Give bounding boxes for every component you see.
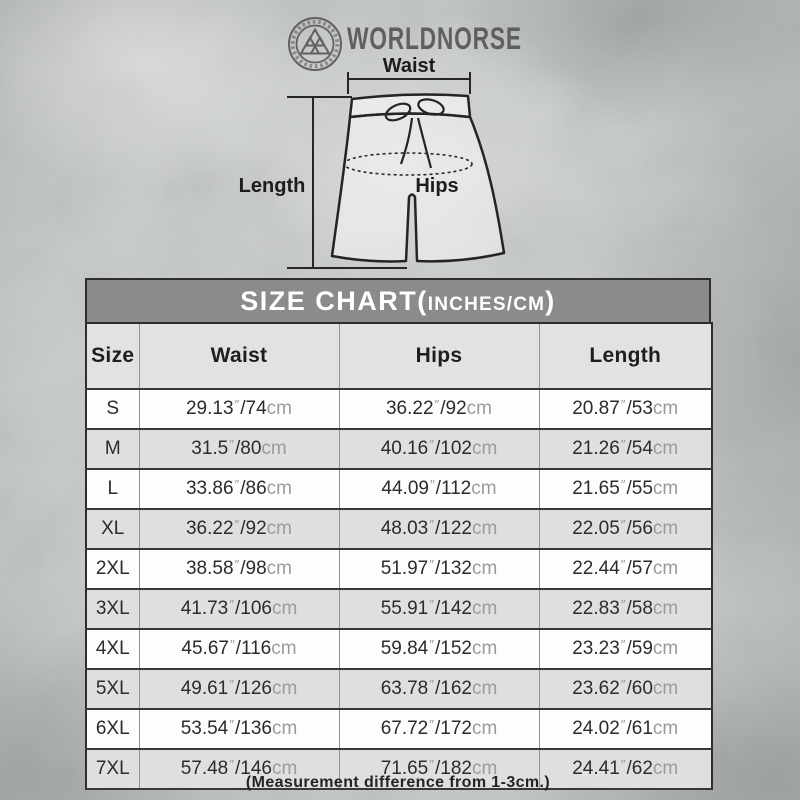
hips-measurement-cell: 55.91″/142cm bbox=[338, 589, 539, 630]
waist-label: Waist bbox=[383, 55, 436, 77]
table-row: M 31.5″/80cm 40.16″/102cm 21.26″/54cm bbox=[86, 429, 712, 470]
column-header-length: Length bbox=[538, 323, 712, 390]
length-measurement-cell: 21.26″/54cm bbox=[538, 429, 712, 470]
length-measurement-cell: 23.23″/59cm bbox=[538, 629, 712, 670]
waist-measurement-cell: 31.5″/80cm bbox=[138, 429, 339, 470]
size-cell: M bbox=[86, 429, 139, 470]
length-measurement-cell: 22.05″/56cm bbox=[538, 509, 712, 550]
hips-measurement-cell: 36.22″/92cm bbox=[338, 389, 539, 430]
hips-guide-ellipse bbox=[343, 152, 473, 176]
waist-measurement-cell: 53.54″/136cm bbox=[138, 709, 339, 750]
length-measure-line bbox=[287, 96, 407, 269]
length-measurement-cell: 23.62″/60cm bbox=[538, 669, 712, 710]
table-row: 6XL 53.54″/136cm 67.72″/172cm 24.02″/61cm bbox=[86, 709, 712, 750]
hips-measurement-cell: 67.72″/172cm bbox=[338, 709, 539, 750]
size-cell: XL bbox=[86, 509, 139, 550]
length-measurement-cell: 22.83″/58cm bbox=[538, 589, 712, 630]
hips-measurement-cell: 44.09″/112cm bbox=[338, 469, 539, 510]
length-measurement-cell: 24.41″/62cm bbox=[538, 749, 712, 790]
hips-label: Hips bbox=[415, 175, 458, 197]
size-table: Size Waist Hips Length S 29.13″/74cm 36.22… bbox=[85, 322, 713, 790]
length-measurement-cell: 24.02″/61cm bbox=[538, 709, 712, 750]
size-cell: 4XL bbox=[86, 629, 139, 670]
waist-measurement-cell: 45.67″/116cm bbox=[138, 629, 339, 670]
column-header-size: Size bbox=[86, 323, 139, 390]
banner-title-main: SIZE CHART( bbox=[240, 285, 428, 316]
hips-measurement-cell: 59.84″/152cm bbox=[338, 629, 539, 670]
hips-measurement-cell: 71.65″/182cm bbox=[338, 749, 539, 790]
waist-measurement-cell: 41.73″/106cm bbox=[138, 589, 339, 630]
valknut-emblem-icon bbox=[288, 17, 342, 71]
size-chart-banner: SIZE CHART(INCHES/CM) bbox=[85, 278, 711, 324]
drawstring bbox=[384, 98, 445, 169]
length-measurement-cell: 20.87″/53cm bbox=[538, 389, 712, 430]
size-table-body: S 29.13″/74cm 36.22″/92cm 20.87″/53cm M 31.5″… bbox=[86, 389, 712, 790]
size-cell: 2XL bbox=[86, 549, 139, 590]
brand-name: WORLDNORSE bbox=[347, 22, 522, 57]
hips-measurement-cell: 40.16″/102cm bbox=[338, 429, 539, 470]
footer-note: (Measurement difference from 1-3cm.) bbox=[245, 774, 551, 791]
header-row: Size Waist Hips Length bbox=[86, 323, 712, 390]
banner-title-close: ) bbox=[545, 285, 556, 316]
banner-title-units: INCHES/CM bbox=[427, 293, 546, 315]
length-label: Length bbox=[239, 175, 306, 197]
waist-measurement-cell: 49.61″/126cm bbox=[138, 669, 339, 710]
size-cell: 7XL bbox=[86, 749, 139, 790]
banner-title: SIZE CHART(INCHES/CM) bbox=[240, 286, 555, 317]
table-row: L 33.86″/86cm 44.09″/112cm 21.65″/55cm bbox=[86, 469, 712, 510]
table-row: S 29.13″/74cm 36.22″/92cm 20.87″/53cm bbox=[86, 389, 712, 430]
length-measurement-cell: 22.44″/57cm bbox=[538, 549, 712, 590]
column-header-hips: Hips bbox=[338, 323, 539, 390]
table-row: 2XL 38.58″/98cm 51.97″/132cm 22.44″/57cm bbox=[86, 549, 712, 590]
waist-measurement-cell: 36.22″/92cm bbox=[138, 509, 339, 550]
hips-measurement-cell: 63.78″/162cm bbox=[338, 669, 539, 710]
size-cell: 6XL bbox=[86, 709, 139, 750]
waist-measurement-cell: 29.13″/74cm bbox=[138, 389, 339, 430]
waist-measurement-cell: 33.86″/86cm bbox=[138, 469, 339, 510]
waist-measurement-cell: 38.58″/98cm bbox=[138, 549, 339, 590]
table-row: 3XL 41.73″/106cm 55.91″/142cm 22.83″/58cm bbox=[86, 589, 712, 630]
column-header-waist: Waist bbox=[138, 323, 339, 390]
size-cell: L bbox=[86, 469, 139, 510]
table-row: 4XL 45.67″/116cm 59.84″/152cm 23.23″/59cm bbox=[86, 629, 712, 670]
length-measurement-cell: 21.65″/55cm bbox=[538, 469, 712, 510]
waist-measure-line bbox=[347, 72, 471, 94]
size-cell: S bbox=[86, 389, 139, 430]
size-cell: 5XL bbox=[86, 669, 139, 710]
waist-measurement-cell: 57.48″/146cm bbox=[138, 749, 339, 790]
shorts-diagram: Waist Length Hips bbox=[239, 55, 506, 269]
table-row: 5XL 49.61″/126cm 63.78″/162cm 23.62″/60cm bbox=[86, 669, 712, 710]
hips-measurement-cell: 48.03″/122cm bbox=[338, 509, 539, 550]
table-row: 7XL 57.48″/146cm 71.65″/182cm 24.41″/62cm bbox=[86, 749, 712, 790]
hips-measurement-cell: 51.97″/132cm bbox=[338, 549, 539, 590]
table-row: XL 36.22″/92cm 48.03″/122cm 22.05″/56cm bbox=[86, 509, 712, 550]
size-cell: 3XL bbox=[86, 589, 139, 630]
